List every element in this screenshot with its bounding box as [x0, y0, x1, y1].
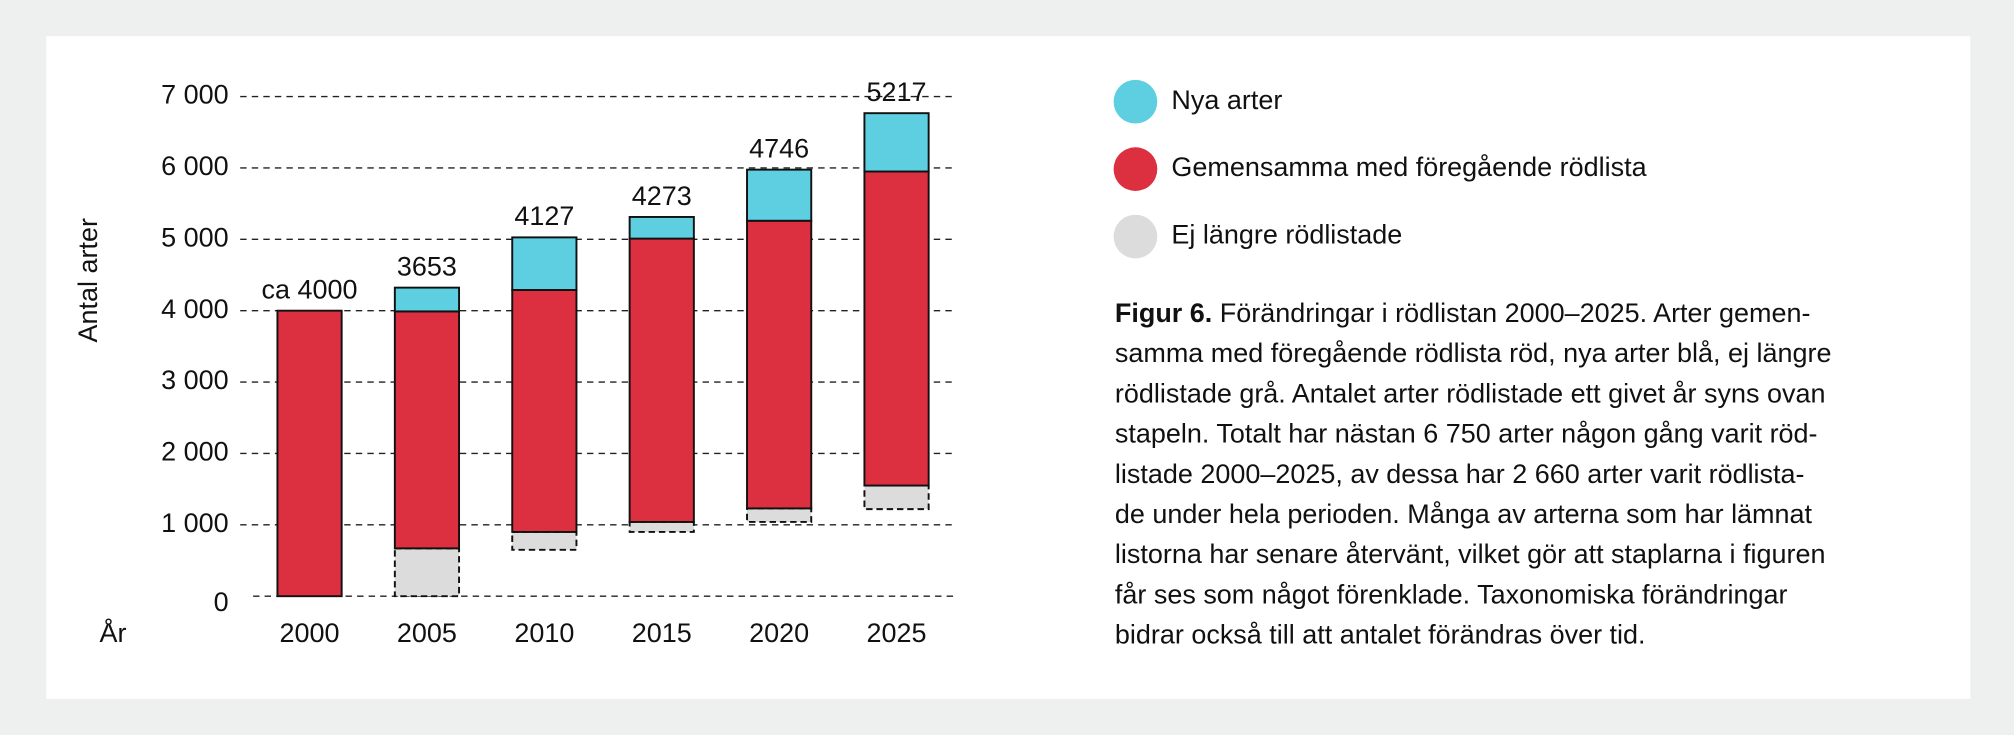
value-label: 4127 — [514, 201, 574, 231]
bar-segment — [276, 309, 343, 598]
x-axis-label: År — [100, 617, 127, 648]
bar-segment — [393, 547, 461, 598]
caption-line: får ses som något förenklade. Taxonomisk… — [1115, 579, 1788, 609]
value-label: 4746 — [749, 134, 809, 164]
bar-segment — [746, 219, 813, 510]
caption-line: Figur 6. Förändringar i rödlistan 2000–2… — [1115, 298, 1811, 328]
caption-line: rödlistade grå. Antalet arter rödlistade… — [1115, 378, 1826, 408]
bar-segment — [393, 310, 461, 550]
value-label: 3653 — [397, 251, 457, 281]
y-tick-label: 2 000 — [161, 437, 229, 467]
value-label: 5217 — [867, 77, 927, 107]
bar-segment — [863, 112, 930, 173]
y-tick-label: 5 000 — [161, 222, 229, 252]
y-tick-label: 0 — [214, 587, 229, 617]
bar-segment — [628, 521, 695, 533]
x-tick-label: 2015 — [632, 618, 692, 648]
panel — [46, 36, 1971, 699]
y-axis-label: Antal arter — [73, 218, 103, 342]
caption-line: listorna har senare återvänt, vilket gör… — [1115, 539, 1826, 569]
legend-label: Nya arter — [1171, 85, 1282, 115]
bar-segment — [511, 289, 578, 533]
legend-swatch — [1113, 147, 1158, 191]
bar-segment — [863, 170, 930, 487]
x-tick-label: 2000 — [280, 618, 340, 648]
y-tick-label: 4 000 — [161, 294, 229, 324]
caption-line: samma med föregående rödlista röd, nya a… — [1115, 338, 1832, 368]
caption-line: listade 2000–2025, av dessa har 2 660 ar… — [1115, 459, 1805, 489]
legend-label: Ej längre rödlistade — [1171, 220, 1402, 250]
legend-swatch — [1113, 214, 1158, 259]
value-label: 4273 — [632, 181, 692, 211]
caption-label: Figur 6. — [1115, 298, 1212, 328]
bar-segment — [511, 236, 578, 291]
legend-swatch — [1113, 79, 1158, 124]
y-tick-label: 1 000 — [161, 508, 229, 538]
x-tick-label: 2025 — [867, 618, 927, 648]
x-tick-label: 2005 — [397, 618, 457, 648]
bar-segment — [863, 484, 930, 511]
bar-segment — [746, 168, 813, 222]
bar-segment — [511, 530, 578, 551]
bar-segment — [393, 286, 461, 313]
caption-text: Förändringar i rödlistan 2000–2025. Arte… — [1212, 298, 1810, 328]
bar-segment — [628, 237, 695, 523]
value-label: ca 4000 — [262, 275, 358, 305]
x-tick-label: 2020 — [749, 618, 809, 648]
legend-label: Gemensamma med föregående rödlista — [1171, 152, 1646, 182]
caption-line: bidrar också till att antalet förändras … — [1115, 620, 1646, 650]
caption-line: stapeln. Totalt har nästan 6 750 arter n… — [1115, 419, 1818, 449]
y-tick-label: 6 000 — [161, 151, 229, 181]
y-tick-label: 3 000 — [161, 365, 229, 395]
caption-line: de under hela perioden. Många av arterna… — [1115, 499, 1813, 529]
bar-segment — [628, 216, 695, 240]
x-tick-label: 2010 — [514, 618, 574, 648]
bar-segment — [746, 507, 813, 523]
y-tick-label: 7 000 — [161, 80, 229, 110]
